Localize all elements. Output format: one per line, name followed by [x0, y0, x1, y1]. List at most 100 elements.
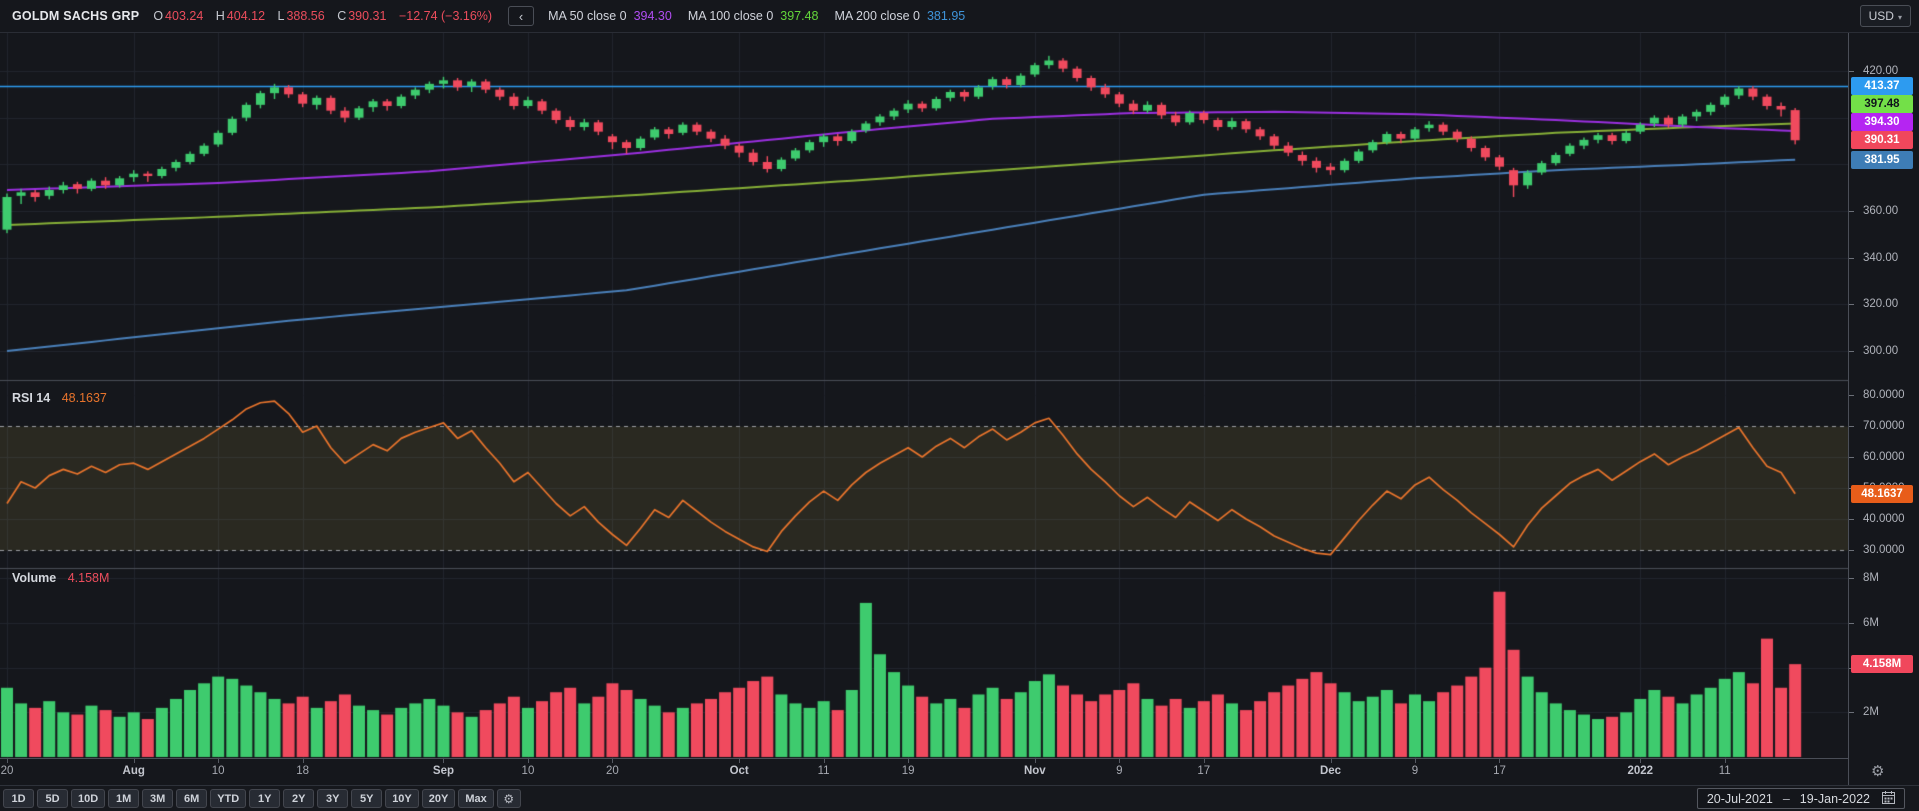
- ma200-legend[interactable]: MA 200 close 0 381.95: [834, 9, 966, 23]
- range-button-10y[interactable]: 10Y: [385, 789, 419, 808]
- time-axis-label: 17: [1493, 765, 1506, 777]
- time-axis-label: Sep: [432, 765, 455, 777]
- time-axis-label: 2022: [1627, 765, 1654, 777]
- range-button-3y[interactable]: 3Y: [317, 789, 349, 808]
- date-range-separator: –: [1782, 791, 1790, 806]
- ma50-value: 394.30: [633, 9, 672, 23]
- range-button-1y[interactable]: 1Y: [249, 789, 281, 808]
- volume-label: Volume: [12, 571, 57, 585]
- high-label: H: [215, 9, 225, 23]
- time-axis-tick: [612, 759, 613, 763]
- rsi-label: RSI 14: [12, 391, 51, 405]
- time-axis-label: 10: [521, 765, 535, 777]
- time-axis-tick: [1035, 759, 1036, 763]
- price-axis-badge: 381.95: [1851, 150, 1913, 169]
- time-axis-tick: [303, 759, 304, 763]
- change-value: −12.74 (−3.16%): [398, 9, 493, 23]
- rsi-value: 48.1637: [61, 391, 107, 405]
- range-buttons-group: 1D 5D 10D 1M 3M 6M YTD 1Y 2Y 3Y 5Y 10Y 20Y Max: [3, 789, 497, 808]
- time-axis-label: 20: [0, 765, 14, 777]
- time-axis-label: 19: [901, 765, 915, 777]
- chart-settings-gear-icon[interactable]: ⚙: [496, 789, 521, 808]
- range-button-1d[interactable]: 1D: [3, 789, 34, 808]
- ma100-legend[interactable]: MA 100 close 0 397.48: [687, 9, 819, 23]
- low-label: L: [277, 9, 285, 23]
- time-axis-label: 11: [817, 765, 830, 777]
- ma50-legend[interactable]: MA 50 close 0 394.30: [548, 9, 672, 23]
- time-axis-label: 20: [606, 765, 619, 777]
- range-button-6m[interactable]: 6M: [176, 789, 208, 808]
- time-axis-tick: [1119, 759, 1120, 763]
- time-axis-label: 9: [1116, 765, 1123, 777]
- price-axis[interactable]: ⚙ 420.00 360.00 340.00 320.00 300.00 80.0000 7…: [1848, 33, 1919, 785]
- axis-tick-label: 70.0000: [1849, 418, 1919, 434]
- axis-tick-label: 300.00: [1849, 343, 1919, 359]
- bottom-toolbar: 1D 5D 10D 1M 3M 6M YTD 1Y 2Y 3Y 5Y 10Y 20Y Max ⚙ 20-J…: [0, 785, 1919, 811]
- chart-plot-area: RSI 14 48.1637 Volume 4.158M: [0, 33, 1848, 758]
- time-axis-tick: [1204, 759, 1205, 763]
- volume-pane-legend[interactable]: Volume 4.158M: [12, 571, 109, 585]
- volume-value: 4.158M: [67, 571, 110, 585]
- price-axis-badge: 4.158M: [1851, 655, 1913, 674]
- range-button-5y[interactable]: 5Y: [351, 789, 383, 808]
- range-button-max[interactable]: Max: [458, 789, 494, 808]
- time-axis-label: 18: [296, 765, 310, 777]
- time-axis-tick: [1640, 759, 1641, 763]
- axis-settings-gear-icon[interactable]: ⚙: [1871, 763, 1885, 780]
- price-axis-badge: 394.30: [1851, 113, 1913, 132]
- date-to: 19-Jan-2022: [1799, 791, 1870, 806]
- time-axis-tick: [908, 759, 909, 763]
- range-button-2y[interactable]: 2Y: [283, 789, 315, 808]
- price-axis-badge: 397.48: [1851, 95, 1913, 114]
- open-value: 403.24: [165, 9, 204, 23]
- chart-canvas[interactable]: [0, 33, 1848, 758]
- range-button-1m[interactable]: 1M: [108, 789, 140, 808]
- time-axis-tick: [824, 759, 825, 763]
- rsi-pane-legend[interactable]: RSI 14 48.1637: [12, 391, 107, 405]
- date-range-picker[interactable]: 20-Jul-2021 – 19-Jan-2022: [1696, 788, 1905, 809]
- time-axis-label: Nov: [1023, 765, 1046, 777]
- collapse-indicators-button[interactable]: ‹: [508, 6, 535, 26]
- range-button-3m[interactable]: 3M: [142, 789, 174, 808]
- time-axis-label: Aug: [122, 765, 145, 777]
- ma200-value: 381.95: [926, 9, 966, 23]
- axis-tick-label: 30.0000: [1849, 542, 1919, 558]
- chevron-down-icon: ▾: [1897, 12, 1902, 22]
- ma100-value: 397.48: [780, 9, 819, 23]
- close-value: 390.31: [348, 9, 387, 23]
- calendar-icon: [1882, 790, 1895, 807]
- axis-tick-label: 60.0000: [1849, 449, 1919, 465]
- axis-tick-label: 420.00: [1849, 63, 1919, 79]
- close-label: C: [337, 9, 347, 23]
- time-axis-tick: [134, 759, 135, 763]
- axis-tick-label: 8M: [1849, 570, 1919, 586]
- time-axis-label: 10: [211, 765, 225, 777]
- time-axis-label: Dec: [1319, 765, 1342, 777]
- range-button-20y[interactable]: 20Y: [421, 789, 456, 808]
- open-label: O: [153, 9, 164, 23]
- time-axis-label: 17: [1197, 765, 1211, 777]
- date-from: 20-Jul-2021: [1706, 791, 1773, 806]
- axis-tick-label: 2M: [1849, 704, 1919, 720]
- time-axis-tick: [1331, 759, 1332, 763]
- high-value: 404.12: [226, 9, 266, 23]
- time-axis-tick: [1499, 759, 1500, 763]
- time-axis-label: 9: [1411, 765, 1419, 777]
- axis-tick-label: 320.00: [1849, 296, 1919, 312]
- time-axis-tick: [1725, 759, 1726, 763]
- time-axis-tick: [739, 759, 740, 763]
- range-button-10d[interactable]: 10D: [71, 789, 106, 808]
- top-bar: GOLDM SACHS GRP O 403.24 H 404.12 L 388.56 …: [0, 0, 1919, 33]
- axis-tick-label: 40.0000: [1849, 511, 1919, 527]
- range-button-ytd[interactable]: YTD: [210, 789, 247, 808]
- axis-tick-label: 6M: [1849, 615, 1919, 631]
- currency-selector[interactable]: USD ▾: [1859, 5, 1911, 27]
- time-axis-tick: [218, 759, 219, 763]
- time-axis-tick: [7, 759, 8, 763]
- price-axis-badge: 413.37: [1851, 77, 1913, 96]
- time-axis-label: 11: [1718, 765, 1731, 777]
- time-axis[interactable]: 20 Aug 10 18 Sep 10 20 Oct 11 19 Nov 9 17 Dec 9 17 2022 1…: [0, 758, 1848, 785]
- time-axis-tick: [1415, 759, 1416, 763]
- range-button-5d[interactable]: 5D: [37, 789, 68, 808]
